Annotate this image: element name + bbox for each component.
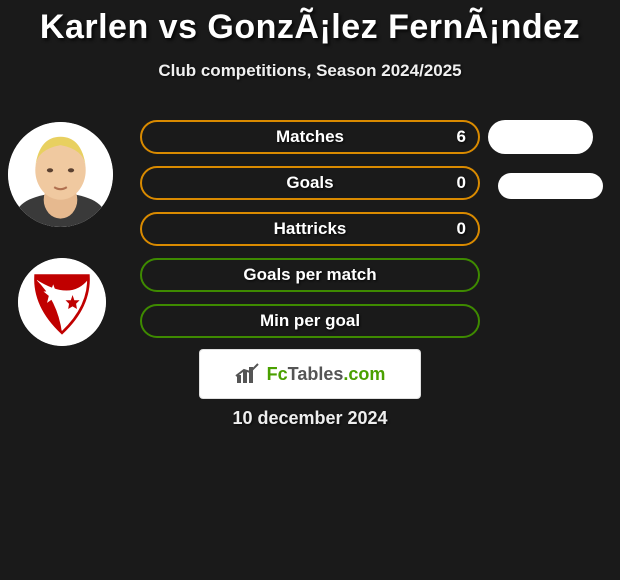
logo-prefix: Fc [267, 364, 288, 384]
metric-label: Min per goal [260, 311, 360, 331]
club-shield-icon [18, 258, 106, 346]
fctables-logo: FcTables.com [200, 350, 420, 398]
bar-chart-icon [235, 363, 261, 385]
metric-bar-goals-per-match: Goals per match [140, 258, 480, 292]
page-title: Karlen vs GonzÃ¡lez FernÃ¡ndez [0, 0, 620, 47]
metric-bar-hattricks: Hattricks 0 [140, 212, 480, 246]
comparison-pill-2 [498, 173, 603, 199]
metric-bar-goals: Goals 0 [140, 166, 480, 200]
date-text: 10 december 2024 [0, 408, 620, 429]
metric-label: Hattricks [274, 219, 347, 239]
metric-bars: Matches 6 Goals 0 Hattricks 0 Goals per … [140, 120, 480, 350]
metric-value: 0 [457, 219, 466, 239]
metric-bar-matches: Matches 6 [140, 120, 480, 154]
player-head-icon [8, 122, 113, 227]
logo-content: FcTables.com [235, 363, 386, 385]
metric-value: 0 [457, 173, 466, 193]
logo-text: FcTables.com [267, 364, 386, 385]
club-badge [18, 258, 106, 346]
metric-bar-min-per-goal: Min per goal [140, 304, 480, 338]
metric-label: Goals per match [243, 265, 376, 285]
logo-suffix: Tables [288, 364, 344, 384]
metric-label: Matches [276, 127, 344, 147]
page-subtitle: Club competitions, Season 2024/2025 [0, 61, 620, 81]
metric-value: 6 [457, 127, 466, 147]
player-avatar [8, 122, 113, 227]
logo-tld: .com [343, 364, 385, 384]
metric-label: Goals [286, 173, 333, 193]
comparison-pill-1 [488, 120, 593, 154]
infographic-container: Karlen vs GonzÃ¡lez FernÃ¡ndez Club comp… [0, 0, 620, 580]
